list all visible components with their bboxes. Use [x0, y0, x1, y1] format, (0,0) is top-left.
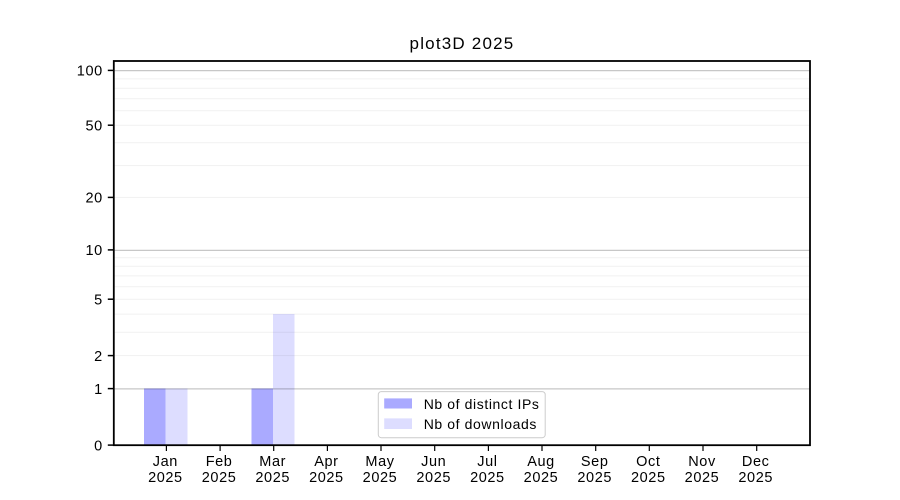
- svg-text:Jun: Jun: [421, 454, 446, 470]
- svg-text:2025: 2025: [309, 470, 344, 486]
- svg-text:100: 100: [77, 64, 103, 80]
- svg-text:2025: 2025: [416, 470, 451, 486]
- svg-text:plot3D 2025: plot3D 2025: [410, 34, 515, 53]
- svg-text:2025: 2025: [524, 470, 559, 486]
- svg-text:Sep: Sep: [581, 454, 609, 470]
- svg-text:2025: 2025: [148, 470, 183, 486]
- svg-text:5: 5: [94, 292, 103, 308]
- svg-text:50: 50: [85, 118, 102, 134]
- svg-text:Feb: Feb: [206, 454, 233, 470]
- svg-text:Jul: Jul: [477, 454, 497, 470]
- svg-text:Aug: Aug: [527, 454, 555, 470]
- svg-text:Nov: Nov: [688, 454, 716, 470]
- svg-text:Mar: Mar: [259, 454, 286, 470]
- svg-text:2025: 2025: [577, 470, 612, 486]
- svg-text:Nb of downloads: Nb of downloads: [424, 416, 537, 432]
- svg-text:2025: 2025: [255, 470, 290, 486]
- svg-text:2025: 2025: [202, 470, 237, 486]
- svg-text:2025: 2025: [363, 470, 398, 486]
- svg-text:2025: 2025: [470, 470, 505, 486]
- svg-text:May: May: [365, 454, 394, 470]
- svg-text:Apr: Apr: [314, 454, 338, 470]
- svg-text:Dec: Dec: [742, 454, 770, 470]
- svg-text:2025: 2025: [738, 470, 773, 486]
- svg-text:Jan: Jan: [153, 454, 178, 470]
- svg-text:Oct: Oct: [636, 454, 660, 470]
- svg-text:2025: 2025: [685, 470, 720, 486]
- svg-text:0: 0: [94, 438, 103, 454]
- svg-text:2: 2: [94, 349, 103, 365]
- svg-text:Nb of distinct IPs: Nb of distinct IPs: [424, 396, 540, 412]
- svg-text:2025: 2025: [631, 470, 666, 486]
- svg-text:10: 10: [85, 243, 102, 259]
- svg-text:20: 20: [85, 191, 102, 207]
- svg-text:1: 1: [94, 382, 103, 398]
